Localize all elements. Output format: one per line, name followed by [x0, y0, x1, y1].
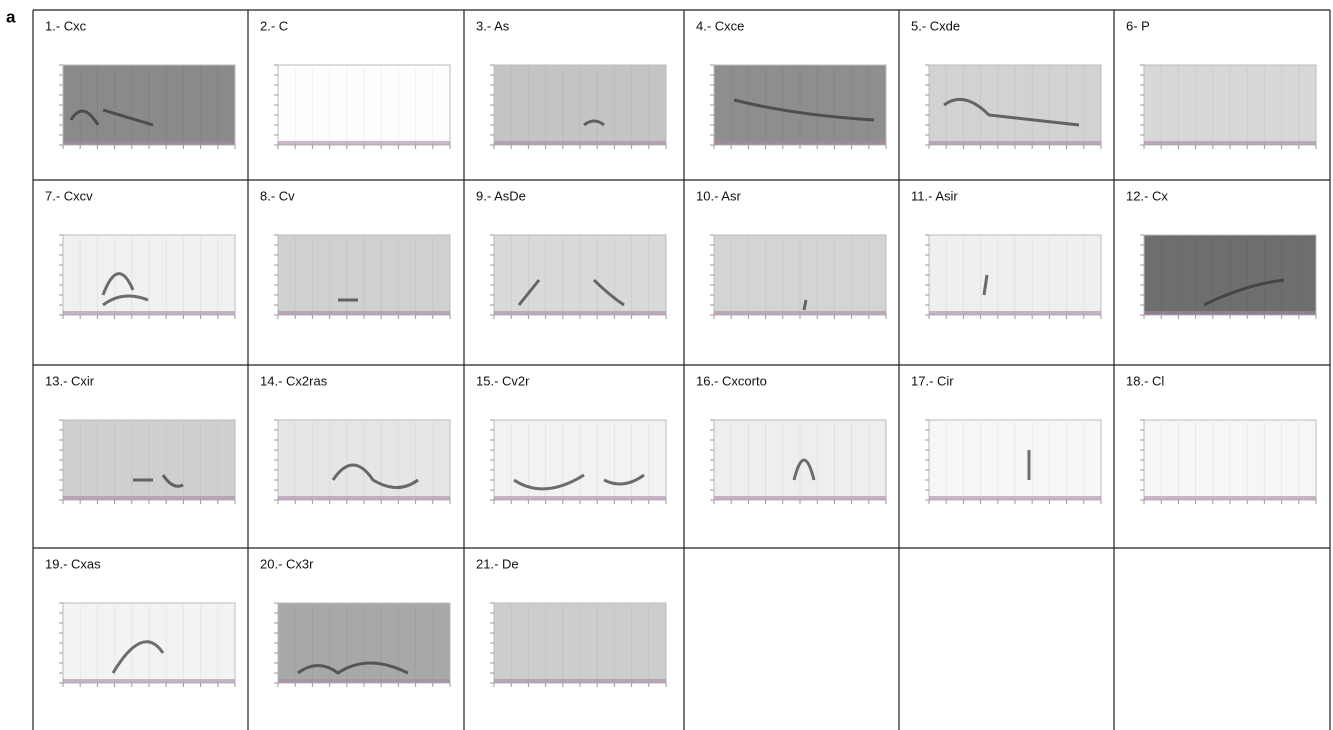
- spectrogram: [925, 234, 1102, 319]
- call-contour: [517, 278, 625, 307]
- panel-label: a: [6, 7, 16, 26]
- spectrogram-image: [928, 234, 1102, 316]
- cell-label: 21.- De: [476, 556, 519, 571]
- spectrogram-image: [62, 419, 236, 501]
- call-contour: [513, 473, 645, 491]
- spectrogram: [925, 64, 1102, 149]
- spectrogram-image: [277, 602, 451, 684]
- call-contour: [1203, 278, 1285, 307]
- spectrogram-floor: [278, 679, 450, 683]
- cell-label: 10.- Asr: [696, 188, 741, 203]
- spectrogram: [59, 419, 236, 504]
- call-contour: [943, 97, 1080, 127]
- spectrogram: [274, 64, 451, 149]
- cell-label: 18.- Cl: [1126, 373, 1164, 388]
- spectrogram: [925, 419, 1102, 504]
- cell-label: 4.- Cxce: [696, 18, 744, 33]
- cell-label: 5.- Cxde: [911, 18, 960, 33]
- spectrogram-image: [713, 419, 887, 501]
- spectrogram-image: [277, 234, 451, 316]
- cell-label: 20.- Cx3r: [260, 556, 314, 571]
- spectrogram: [59, 234, 236, 319]
- cell-label: 17.- Cir: [911, 373, 954, 388]
- spectrogram-image: [62, 64, 236, 146]
- call-contour: [69, 108, 154, 127]
- cell-label: 13.- Cxir: [45, 373, 95, 388]
- spectrogram-floor: [63, 496, 235, 500]
- spectrogram: [59, 602, 236, 687]
- spectrogram-floor: [63, 679, 235, 683]
- call-contour: [792, 458, 816, 481]
- spectrogram: [274, 234, 451, 319]
- call-contour: [297, 661, 409, 675]
- cell-label: 11.- Asir: [911, 188, 958, 203]
- call-contour: [733, 98, 875, 122]
- spectrogram-image: [493, 602, 667, 684]
- spectrogram-floor: [494, 679, 666, 683]
- spectrogram-floor: [714, 141, 886, 145]
- call-contour: [802, 299, 808, 311]
- cell-label: 3.- As: [476, 18, 510, 33]
- spectrogram-image: [928, 64, 1102, 146]
- spectrogram: [1140, 234, 1317, 319]
- cell-label: 2.- C: [260, 18, 288, 33]
- spectrogram: [274, 419, 451, 504]
- spectrogram-image: [1143, 64, 1317, 146]
- spectrogram-floor: [1144, 141, 1316, 145]
- spectrogram-floor: [1144, 496, 1316, 500]
- spectrogram-floor: [494, 311, 666, 315]
- spectrogram-floor: [1144, 311, 1316, 315]
- spectrogram-image: [493, 64, 667, 146]
- spectrogram-floor: [278, 496, 450, 500]
- spectrogram: [274, 602, 451, 687]
- cell-label: 14.- Cx2ras: [260, 373, 328, 388]
- cell-label: 19.- Cxas: [45, 556, 101, 571]
- call-contour: [331, 463, 419, 489]
- cell-label: 15.- Cv2r: [476, 373, 530, 388]
- spectrogram: [490, 602, 667, 687]
- spectrogram-floor: [929, 496, 1101, 500]
- spectrogram-image: [713, 234, 887, 316]
- call-contour: [111, 640, 165, 674]
- cell-label: 1.- Cxc: [45, 18, 87, 33]
- cell-label: 6- P: [1126, 18, 1150, 33]
- call-contour: [133, 474, 184, 488]
- cell-label: 7.- Cxcv: [45, 188, 93, 203]
- spectrogram-floor: [929, 311, 1101, 315]
- cell-label: 12.- Cx: [1126, 188, 1168, 203]
- call-contour: [101, 272, 149, 307]
- spectrogram-floor: [494, 496, 666, 500]
- cell-label: 9.- AsDe: [476, 188, 526, 203]
- spectrogram-floor: [278, 141, 450, 145]
- spectrogram: [1140, 419, 1317, 504]
- spectrogram: [490, 64, 667, 149]
- spectrogram-floor: [714, 311, 886, 315]
- spectrogram-floor: [63, 311, 235, 315]
- cell-label: 8.- Cv: [260, 188, 295, 203]
- cell-label: 16.- Cxcorto: [696, 373, 767, 388]
- spectrogram-image: [713, 64, 887, 146]
- call-contour: [583, 119, 605, 127]
- spectrogram: [710, 64, 887, 149]
- spectrogram-image: [62, 234, 236, 316]
- spectrogram: [1140, 64, 1317, 149]
- spectrogram-floor: [278, 311, 450, 315]
- spectrogram: [59, 64, 236, 149]
- spectrogram: [710, 234, 887, 319]
- spectrogram-floor: [714, 496, 886, 500]
- spectrogram: [710, 419, 887, 504]
- spectrogram-floor: [494, 141, 666, 145]
- spectrogram: [490, 419, 667, 504]
- spectrogram: [490, 234, 667, 319]
- spectrogram-floor: [63, 141, 235, 145]
- spectrogram-floor: [929, 141, 1101, 145]
- call-contour: [982, 274, 989, 296]
